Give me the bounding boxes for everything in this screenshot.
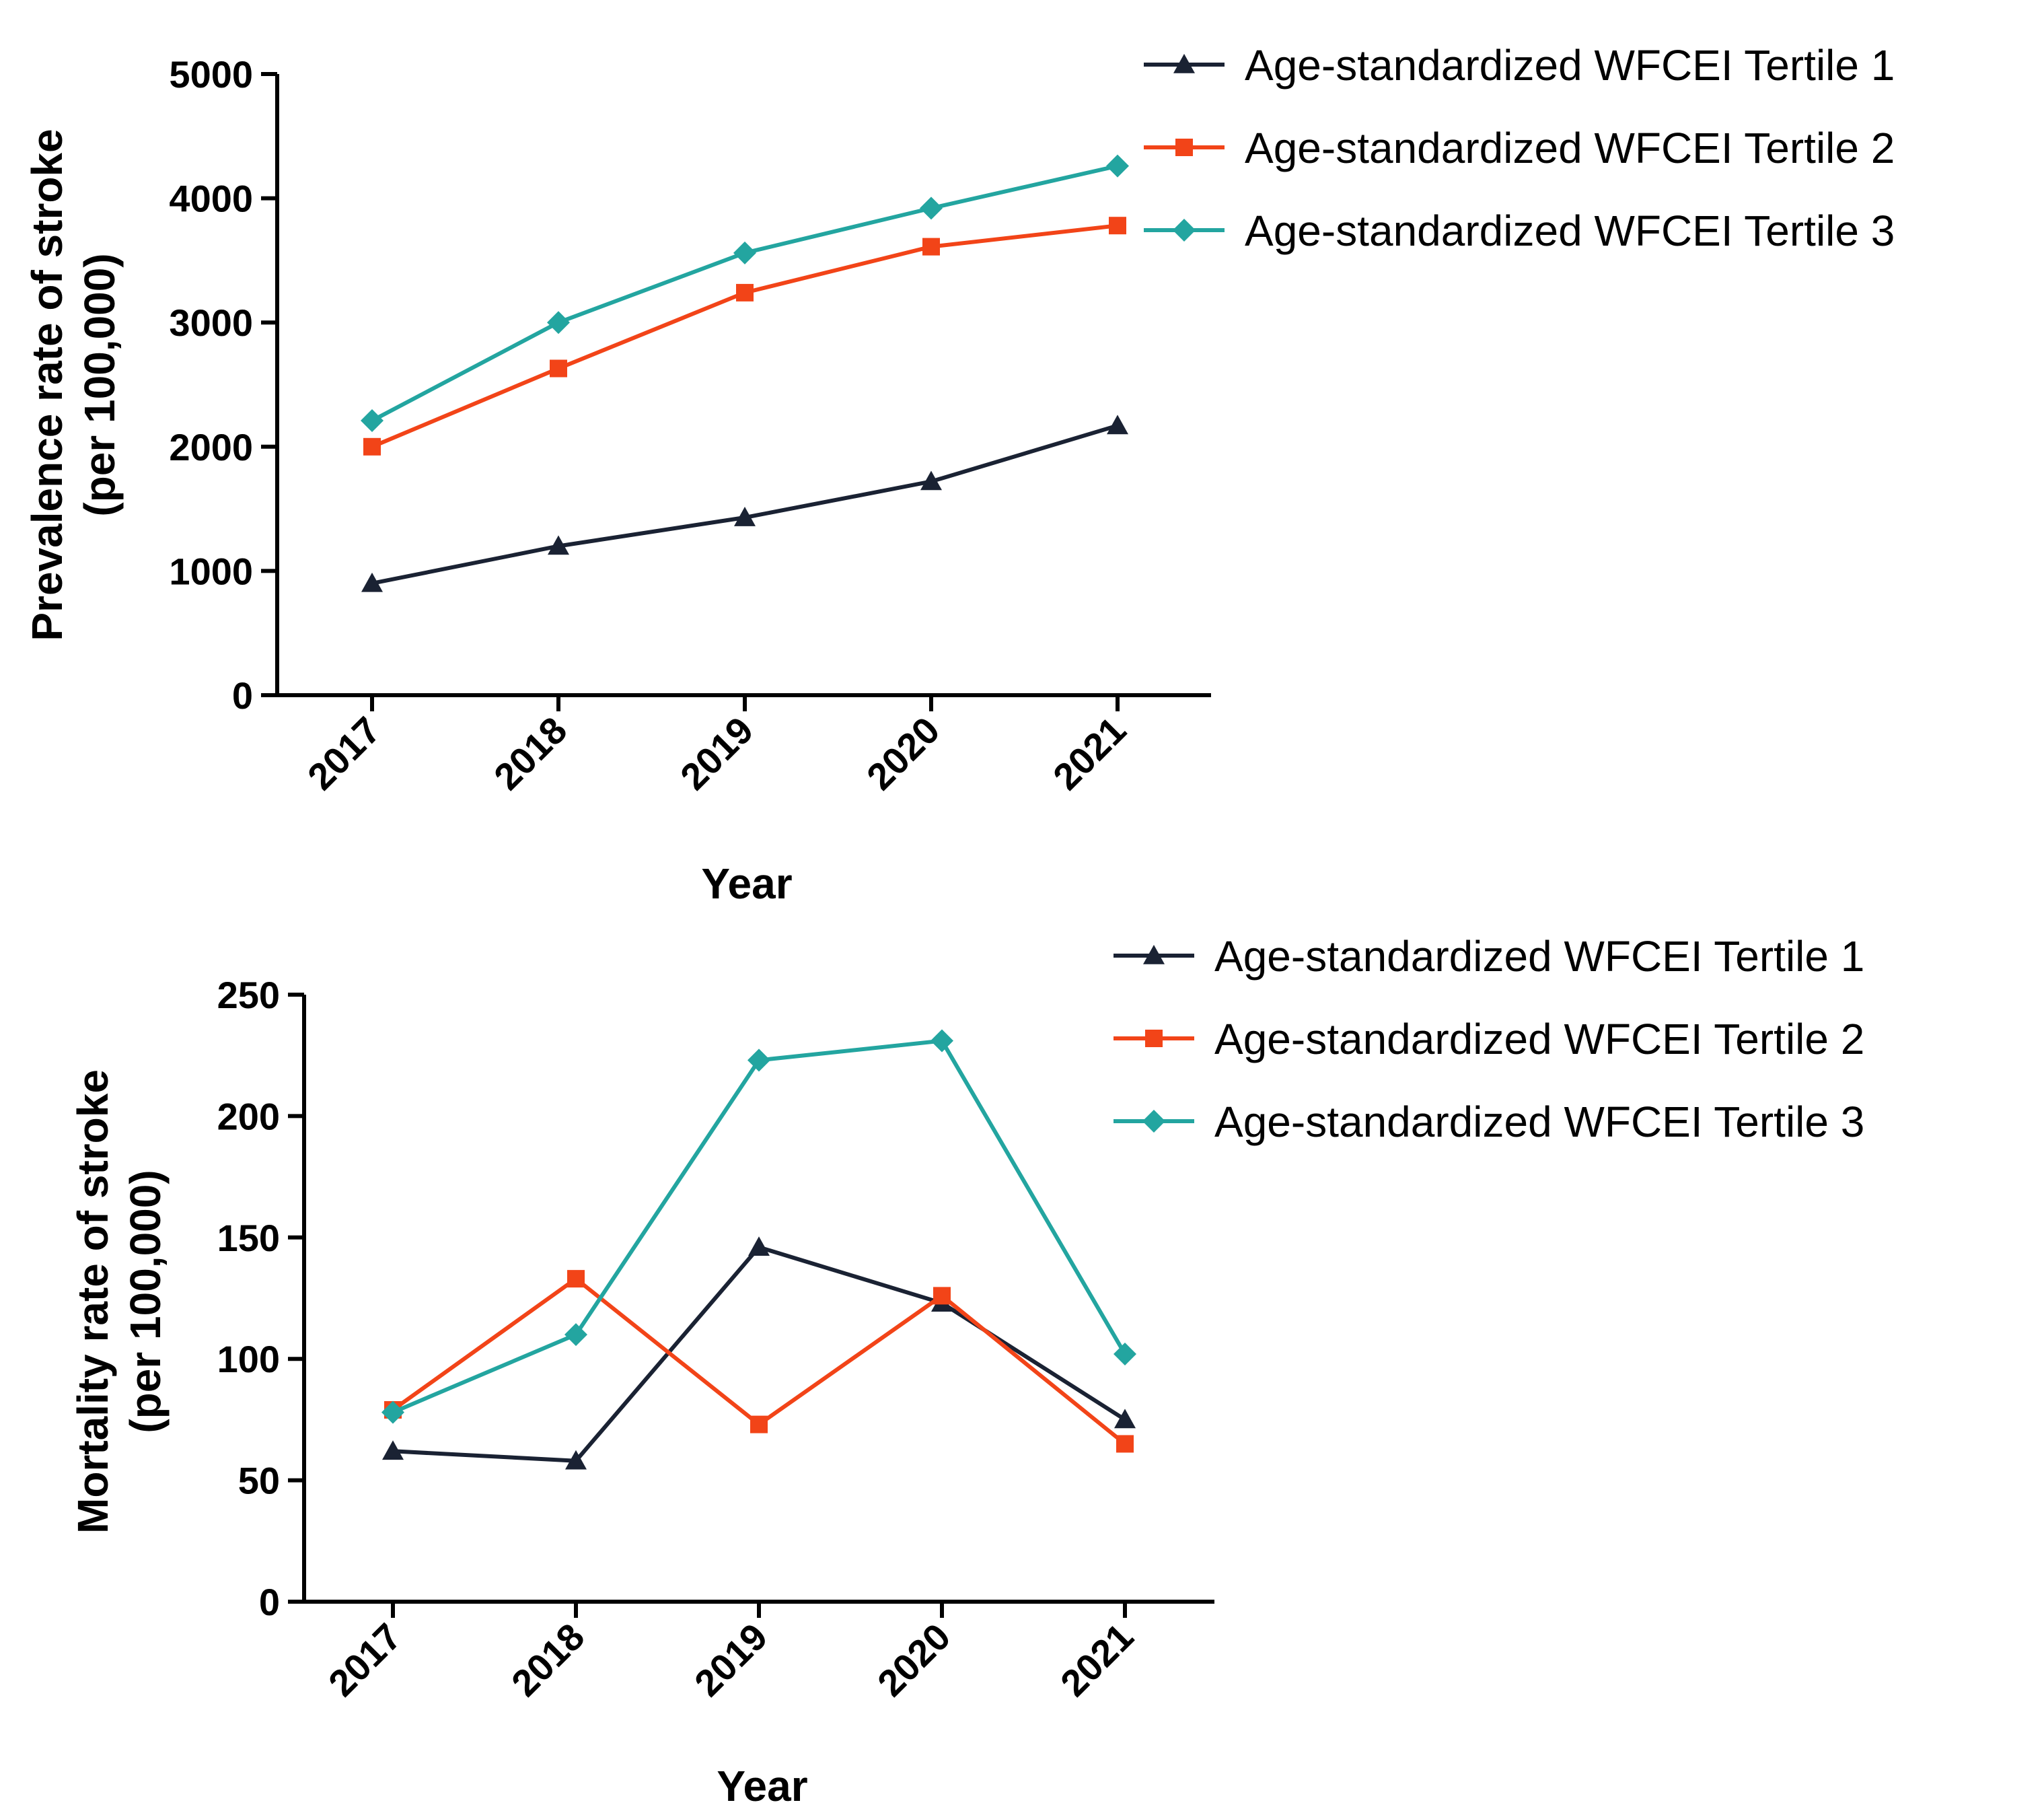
data-point-tertile-1 xyxy=(565,1450,587,1470)
data-point-tertile-2 xyxy=(750,1415,768,1433)
legend: Age-standardized WFCEI Tertile 1 Age-sta… xyxy=(1144,41,1895,255)
data-point-tertile-3 xyxy=(564,1323,587,1347)
y-tick-label: 200 xyxy=(217,1095,280,1137)
data-point-tertile-2 xyxy=(933,1287,951,1305)
data-point-tertile-1 xyxy=(382,1440,404,1460)
x-axis-title: Year xyxy=(701,859,792,908)
x-tick-label: 2017 xyxy=(299,709,389,798)
x-ticks: 2017 2018 2019 2020 2021 xyxy=(320,1602,1142,1705)
data-point-tertile-3 xyxy=(381,1400,404,1424)
x-tick-label: 2021 xyxy=(1045,709,1134,798)
mortality-y-axis-title: Mortality rate of stroke (per 100,000) xyxy=(69,1069,170,1534)
data-point-tertile-2 xyxy=(550,359,567,378)
data-point-tertile-2 xyxy=(922,238,940,256)
prevalence-y-axis-title: Prevalence rate of stroke (per 100,000) xyxy=(23,129,124,641)
legend-label-tertile-3: Age-standardized WFCEI Tertile 3 xyxy=(1214,1098,1864,1146)
y-tick-label: 1000 xyxy=(169,550,253,592)
y-tick-label: 50 xyxy=(238,1460,280,1502)
data-point-tertile-1 xyxy=(748,1236,770,1256)
legend-label-tertile-2: Age-standardized WFCEI Tertile 2 xyxy=(1214,1015,1864,1063)
y-ticks: 0 1000 2000 3000 4000 5000 xyxy=(169,53,277,717)
data-point-tertile-1 xyxy=(1107,415,1128,435)
data-point-tertile-1 xyxy=(548,535,569,555)
axes xyxy=(302,995,1214,1604)
legend: Age-standardized WFCEI Tertile 1 Age-sta… xyxy=(1114,932,1864,1146)
x-tick-label: 2020 xyxy=(859,709,948,798)
y-tick-label: 4000 xyxy=(169,178,253,220)
data-point-tertile-3 xyxy=(1106,154,1129,178)
y-tick-label: 0 xyxy=(232,674,253,717)
data-point-tertile-1 xyxy=(734,507,756,526)
x-axis-title: Year xyxy=(717,1762,807,1810)
series-layer xyxy=(381,1029,1136,1470)
y-tick-label: 2000 xyxy=(169,426,253,468)
y-axis-title-line2: (per 100,000) xyxy=(121,1170,170,1433)
x-tick-label: 2017 xyxy=(320,1615,410,1705)
data-point-tertile-1 xyxy=(361,572,383,592)
mortality-chart: Mortality rate of stroke (per 100,000) Y… xyxy=(69,932,1864,1810)
data-point-tertile-1 xyxy=(920,470,942,491)
legend-marker-tertile-3 xyxy=(1173,219,1196,242)
data-point-tertile-3 xyxy=(547,311,570,334)
data-point-tertile-3 xyxy=(747,1048,770,1072)
data-point-tertile-3 xyxy=(1114,1342,1136,1365)
data-point-tertile-3 xyxy=(920,197,943,220)
y-axis-title-line1: Prevalence rate of stroke xyxy=(23,129,71,641)
data-point-tertile-3 xyxy=(930,1029,953,1053)
x-tick-label: 2021 xyxy=(1052,1615,1142,1705)
legend-marker-tertile-1 xyxy=(1143,945,1165,964)
x-tick-label: 2018 xyxy=(503,1615,593,1705)
y-tick-label: 3000 xyxy=(169,301,253,344)
data-point-tertile-3 xyxy=(733,241,756,264)
legend-label-tertile-1: Age-standardized WFCEI Tertile 1 xyxy=(1214,932,1864,981)
axes xyxy=(275,74,1211,697)
legend-label-tertile-3: Age-standardized WFCEI Tertile 3 xyxy=(1245,207,1895,255)
y-ticks: 0 50 100 150 200 250 xyxy=(217,974,304,1623)
data-point-tertile-2 xyxy=(736,283,754,301)
legend-label-tertile-2: Age-standardized WFCEI Tertile 2 xyxy=(1245,124,1895,172)
x-ticks: 2017 2018 2019 2020 2021 xyxy=(299,695,1134,798)
x-tick-label: 2018 xyxy=(486,709,575,798)
y-tick-label: 250 xyxy=(217,974,280,1016)
data-point-tertile-2 xyxy=(1109,217,1126,235)
prevalence-chart: Prevalence rate of stroke (per 100,000) … xyxy=(23,41,1895,908)
legend-marker-tertile-3 xyxy=(1142,1110,1165,1133)
y-axis-title-line1: Mortality rate of stroke xyxy=(69,1069,117,1534)
x-tick-label: 2019 xyxy=(672,709,762,798)
series-line-tertile-1 xyxy=(371,423,1118,585)
y-tick-label: 150 xyxy=(217,1217,280,1259)
y-tick-label: 5000 xyxy=(169,53,253,96)
x-tick-label: 2019 xyxy=(686,1615,776,1705)
series-layer xyxy=(361,154,1129,592)
data-point-tertile-3 xyxy=(361,409,384,433)
x-tick-label: 2020 xyxy=(869,1615,959,1705)
y-axis-title-line2: (per 100,000) xyxy=(75,253,124,516)
legend-label-tertile-1: Age-standardized WFCEI Tertile 1 xyxy=(1245,41,1895,90)
y-tick-label: 100 xyxy=(217,1338,280,1380)
y-tick-label: 0 xyxy=(259,1581,280,1623)
legend-marker-tertile-2 xyxy=(1145,1030,1163,1047)
data-point-tertile-1 xyxy=(1114,1409,1136,1429)
data-point-tertile-2 xyxy=(363,437,381,456)
data-point-tertile-2 xyxy=(1116,1435,1134,1453)
data-point-tertile-2 xyxy=(567,1270,585,1288)
legend-marker-tertile-1 xyxy=(1173,54,1195,73)
legend-marker-tertile-2 xyxy=(1175,139,1193,156)
